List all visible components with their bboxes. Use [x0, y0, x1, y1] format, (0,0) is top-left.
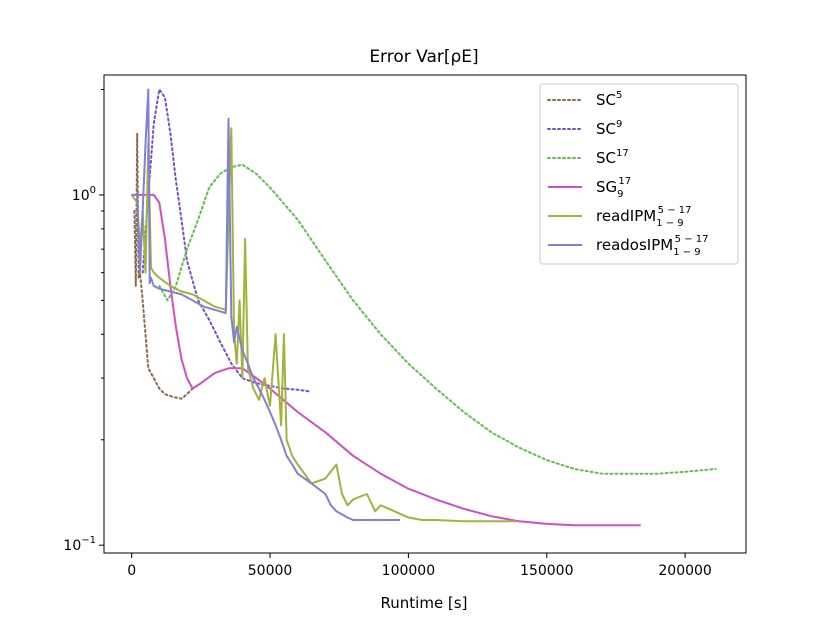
legend-label-4: SG917	[596, 176, 631, 200]
series-line-1	[133, 132, 194, 400]
x-tick-label-2: 50000	[248, 563, 293, 579]
plot-area	[130, 88, 717, 527]
legend: SC5 SC9 SC17 SG917 readIPM1 − 95 − 17 readosI…	[539, 83, 739, 265]
series-line-3	[158, 163, 717, 475]
plot-frame	[103, 74, 747, 554]
x-tick-label-3: 100000	[382, 563, 435, 579]
series-line-6	[131, 88, 401, 521]
chart-title: Error Var[ρE]	[369, 47, 478, 67]
legend-box	[539, 83, 739, 265]
x-tick-label-4: 150000	[520, 563, 573, 579]
x-tick-label-1: 0	[127, 563, 136, 579]
series-line-5	[130, 127, 517, 523]
y-tick-label-1: 100	[72, 185, 96, 204]
legend-label-5: readIPM1 − 95 − 17	[596, 205, 692, 229]
x-tick-label-5: 200000	[658, 563, 711, 579]
series-line-4	[131, 193, 641, 527]
legend-label-2: SC9	[596, 119, 622, 138]
series-line-2	[141, 88, 310, 393]
legend-label-3: SC17	[596, 148, 629, 167]
legend-label-1: SC5	[596, 90, 622, 109]
y-tick-label-2: 10−1	[63, 535, 96, 554]
legend-label-6: readosIPM1 − 95 − 17	[596, 234, 708, 258]
axes: 0 50000 100000 150000 200000 100 10−1	[63, 74, 747, 579]
series-group	[130, 88, 717, 527]
x-axis-label: Runtime [s]	[381, 594, 468, 612]
